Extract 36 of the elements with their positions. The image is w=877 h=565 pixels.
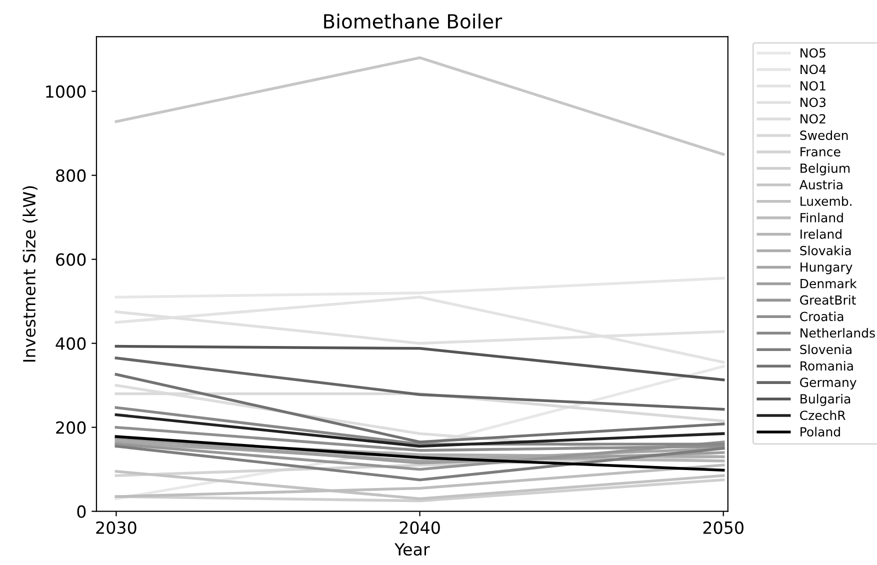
legend-label: Slovakia — [800, 246, 851, 256]
legend-label: Slovenia — [800, 344, 852, 354]
legend-label: France — [800, 147, 840, 156]
legend-label: Poland — [800, 426, 840, 437]
legend-label: Hungary — [800, 262, 852, 274]
legend-label: NO3 — [800, 98, 826, 108]
y-tick-label: 200 — [56, 421, 86, 434]
legend-label: Croatia — [800, 312, 844, 322]
legend-label: NO2 — [800, 114, 826, 124]
legend-label: Finland — [800, 212, 843, 222]
legend-label: Sweden — [800, 130, 848, 140]
y-tick-label: 800 — [56, 169, 86, 182]
y-tick-label: 1000 — [46, 85, 86, 98]
legend-label: CzechR — [800, 410, 846, 420]
legend-label: NO5 — [800, 48, 826, 58]
chart-title: Biomethane Boiler — [324, 14, 502, 29]
x-tick-label: 2030 — [96, 521, 136, 534]
legend-label: Denmark — [800, 278, 857, 288]
legend-label: Austria — [799, 180, 842, 190]
legend-label: Romania — [800, 360, 853, 371]
legend-label: Belgium — [800, 163, 850, 176]
y-tick-label: 600 — [56, 253, 86, 266]
legend-label: GreatBrit — [800, 295, 856, 305]
y-tick-label: 400 — [56, 337, 86, 350]
legend-label: Netherlands — [800, 328, 875, 338]
legend-label: NO4 — [800, 64, 826, 74]
y-tick-label: 0 — [77, 505, 86, 518]
x-tick-label: 2040 — [400, 521, 440, 534]
x-tick-label: 2050 — [703, 521, 744, 534]
legend-label: NO1 — [800, 81, 826, 91]
legend-label: Germany — [800, 378, 856, 390]
y-axis-title: Investment Size (kW) — [22, 186, 38, 362]
legend-label: Bulgaria — [800, 394, 850, 406]
legend-label: Luxemb. — [800, 196, 852, 206]
legend-label: Ireland — [800, 229, 842, 239]
x-axis-title: Year — [394, 543, 430, 556]
